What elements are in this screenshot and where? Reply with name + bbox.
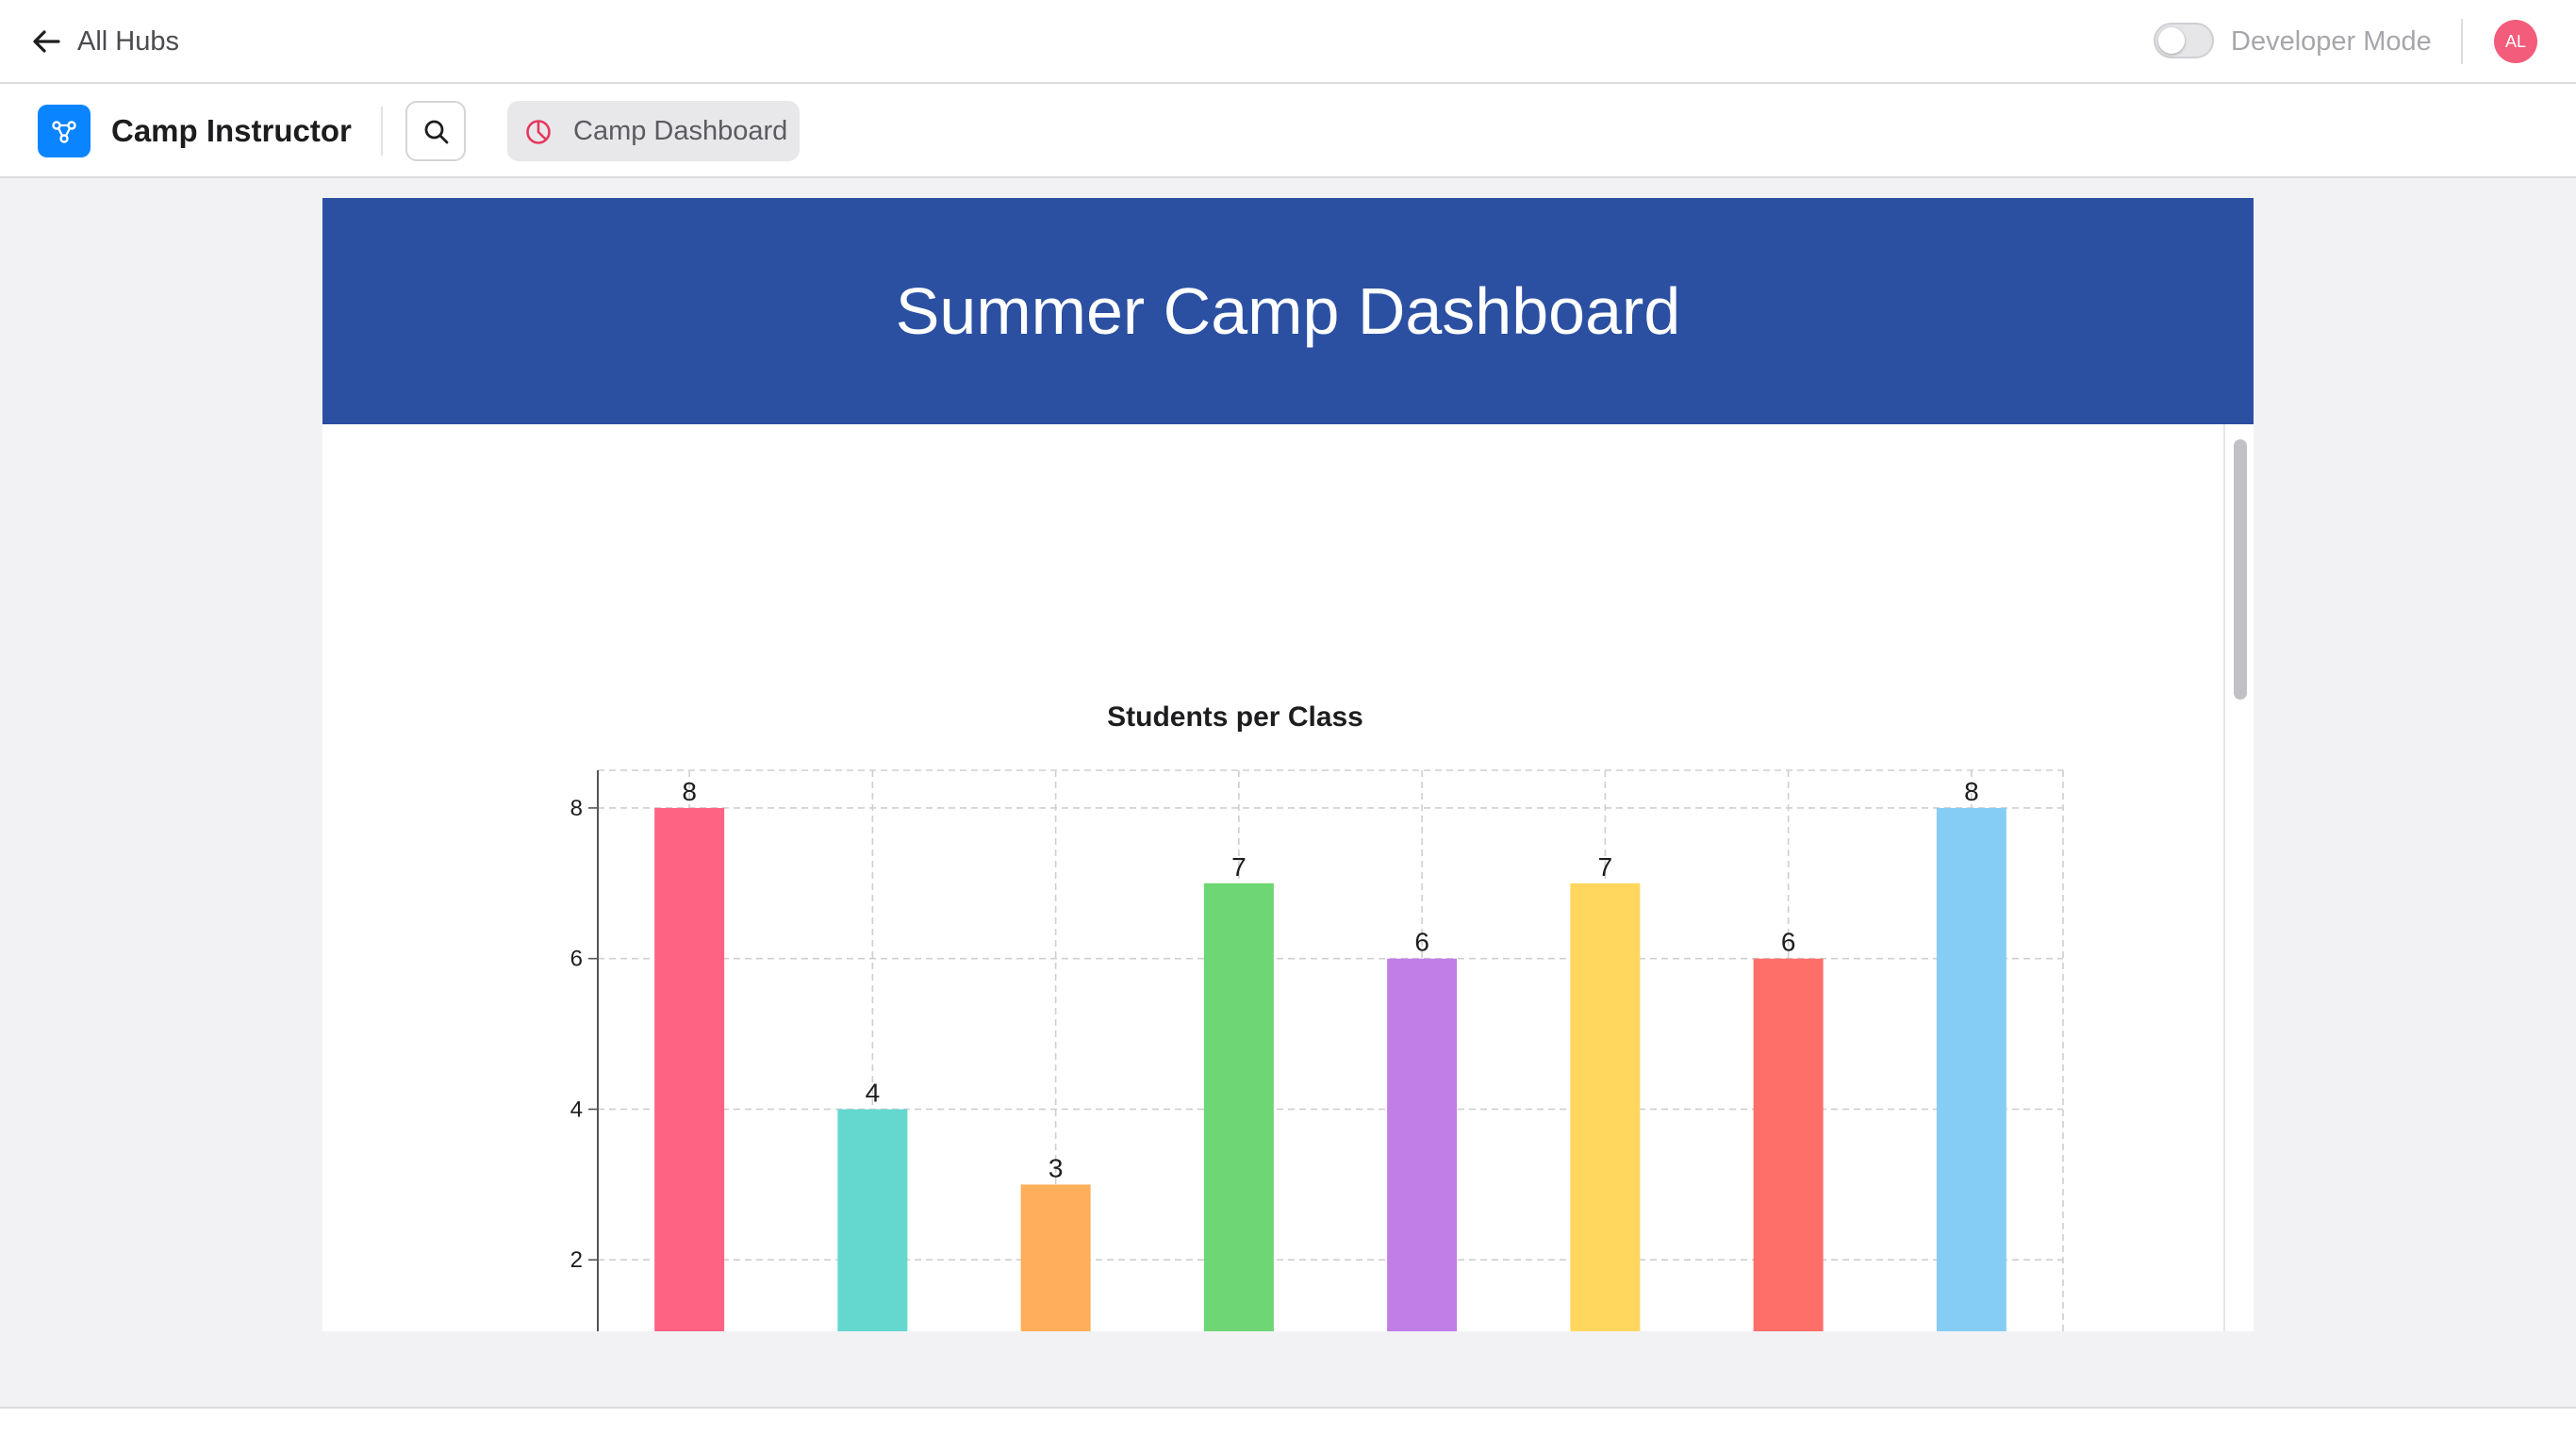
bar-sailing [1570, 882, 1641, 1331]
data-label: 7 [1598, 852, 1613, 882]
search-icon [424, 120, 449, 144]
developer-mode-toggle[interactable] [2154, 23, 2214, 58]
data-label: 8 [1964, 777, 1979, 806]
bar-robots [1387, 958, 1458, 1331]
dashboard-banner: Summer Camp Dashboard [322, 198, 2254, 424]
data-label: 7 [1231, 852, 1247, 882]
all-hubs-link[interactable]: All Hubs [77, 26, 179, 57]
tab-camp-dashboard[interactable]: Camp Dashboard [507, 101, 800, 161]
data-label: 4 [866, 1078, 881, 1107]
tab-label: Camp Dashboard [573, 116, 788, 146]
bar-cooking [1020, 1184, 1091, 1331]
chart-axes: 02468Advanced SailingCodingCookingHorse … [570, 770, 599, 1331]
dashboard-title: Summer Camp Dashboard [895, 274, 1681, 348]
data-label: 8 [682, 777, 697, 806]
top-bar: All Hubs Developer Mode AL [0, 0, 2576, 84]
bar-horse-riding [1203, 882, 1274, 1331]
data-label: 3 [1049, 1153, 1064, 1182]
hub-network-icon [52, 121, 76, 143]
dashboard-panel: Summer Camp Dashboard Students per Class… [322, 198, 2254, 1331]
bottom-bar [0, 1409, 2576, 1435]
chart-title: Students per Class [1107, 701, 1363, 733]
y-tick-label: 8 [570, 796, 583, 821]
bar-coding [837, 1109, 908, 1331]
y-tick-label: 4 [570, 1097, 583, 1122]
hub-logo[interactable] [38, 105, 91, 157]
divider [381, 107, 383, 156]
bar-science [1753, 958, 1824, 1331]
divider [0, 1407, 2576, 1409]
y-tick-label: 6 [570, 947, 583, 972]
scrollbar-thumb[interactable] [2234, 439, 2247, 700]
bar-theatre [1936, 807, 2006, 1331]
toggle-knob [2158, 27, 2185, 54]
data-label: 6 [1781, 928, 1796, 957]
hub-name: Camp Instructor [111, 113, 352, 148]
chart-bars: 8 4 3 7 6 7 6 8 [654, 777, 2006, 1331]
pie-chart-icon [526, 120, 551, 144]
hub-bar: Camp Instructor Camp Dashboard [0, 84, 2576, 178]
data-label: 6 [1414, 928, 1429, 957]
chart-grid [598, 769, 2064, 1331]
scrollbar[interactable] [2223, 424, 2254, 1331]
bar-advanced-sailing [654, 807, 725, 1331]
arrow-left-icon[interactable] [30, 25, 62, 58]
y-tick-label: 2 [570, 1247, 583, 1273]
developer-mode-label: Developer Mode [2231, 26, 2432, 57]
avatar[interactable]: AL [2494, 20, 2537, 63]
search-button[interactable] [405, 101, 466, 161]
divider [2461, 19, 2463, 64]
